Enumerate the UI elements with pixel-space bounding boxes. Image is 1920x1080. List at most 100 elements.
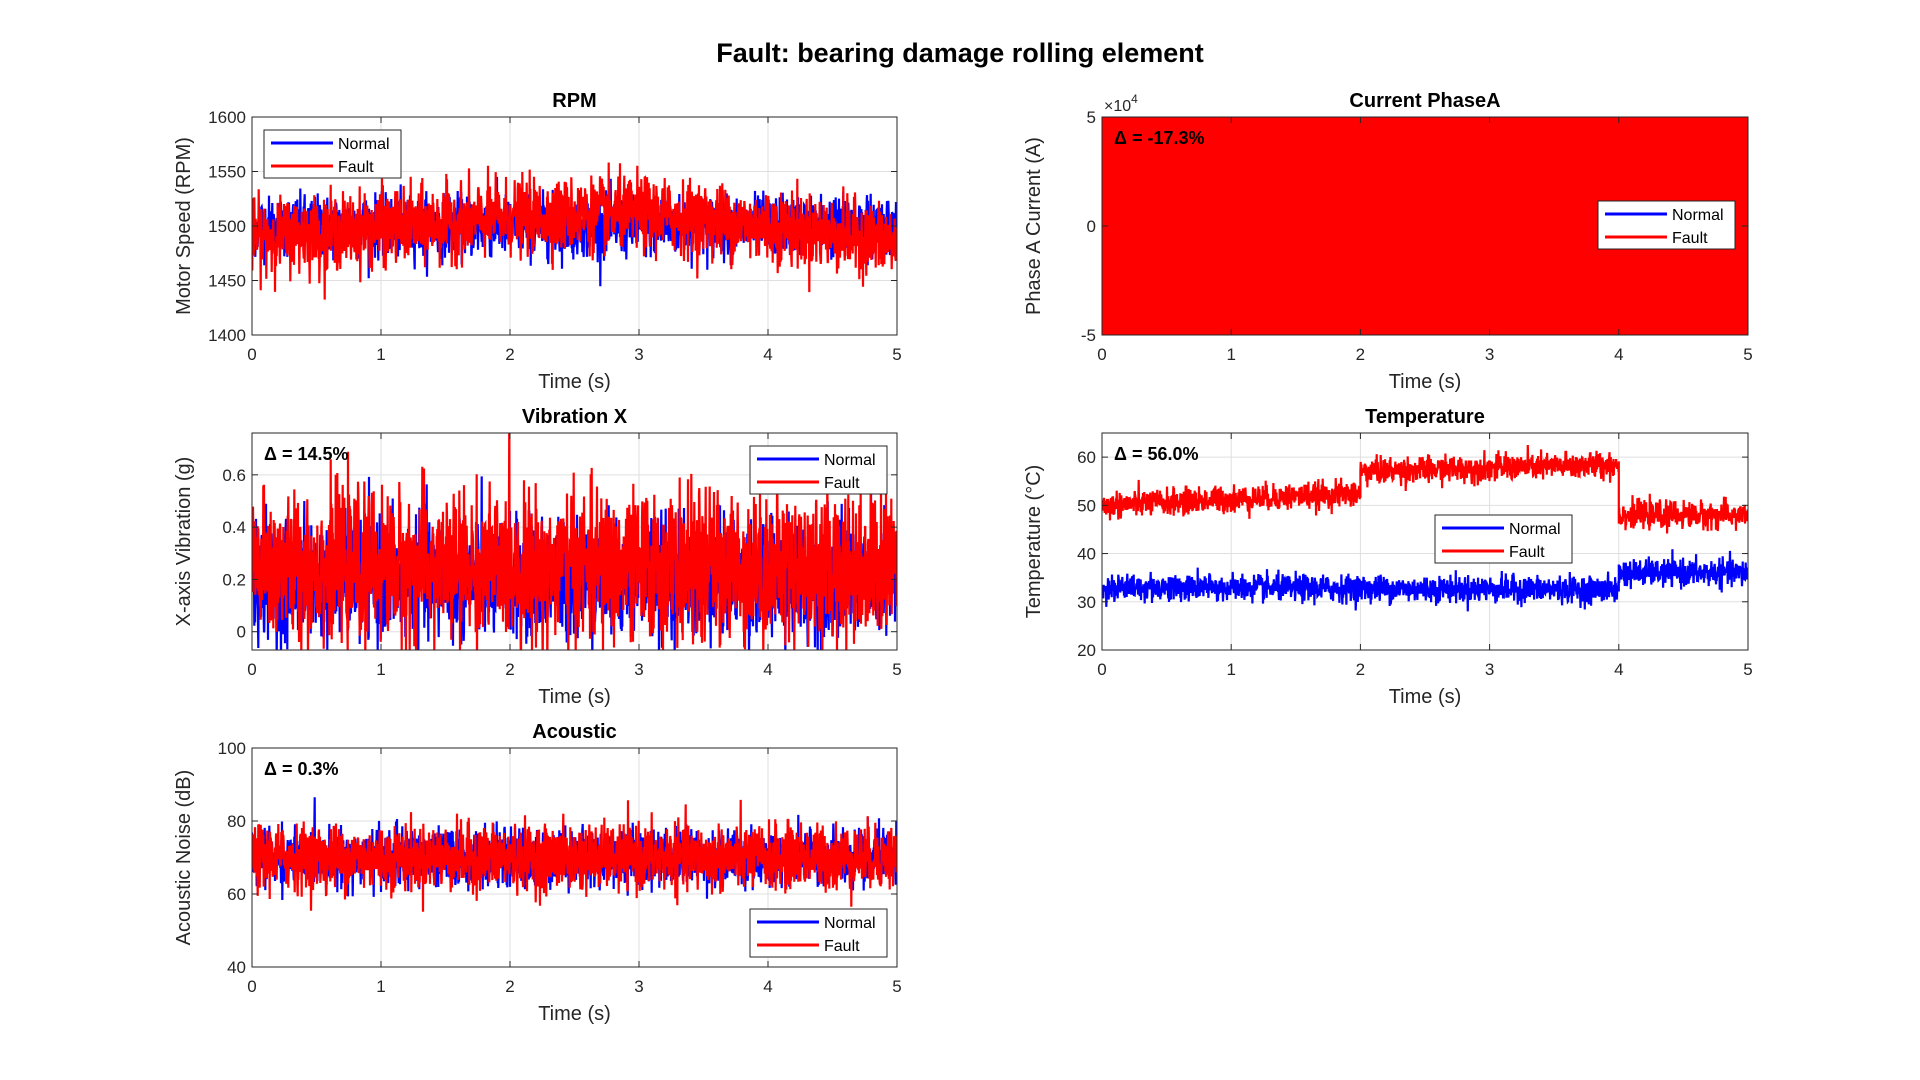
legend-label-fault: Fault [338, 159, 374, 176]
x-tick-label: 2 [505, 345, 514, 364]
legend: Normal Fault [263, 129, 402, 179]
x-tick-label: 0 [1097, 660, 1106, 679]
x-tick-label: 0 [247, 345, 256, 364]
legend-label-fault: Fault [824, 938, 860, 955]
y-tick-label: 60 [1077, 448, 1096, 467]
legend-label-normal: Normal [338, 136, 390, 153]
y-tick-label: 100 [218, 739, 246, 758]
panel-title: Temperature [1365, 406, 1485, 428]
legend-label-normal: Normal [1509, 521, 1561, 538]
x-tick-label: 0 [1097, 345, 1106, 364]
legend: Normal Fault [1597, 200, 1736, 250]
legend-label-normal: Normal [824, 915, 876, 932]
legend-box [1434, 514, 1573, 564]
y-tick-label: 0.6 [222, 466, 246, 485]
legend: Normal Fault [749, 908, 888, 958]
series-line-fault [252, 799, 897, 912]
series-line-fault [1102, 444, 1748, 534]
series-line-fault [1102, 117, 1748, 335]
x-tick-label: 3 [1485, 345, 1494, 364]
x-tick-label: 1 [376, 660, 385, 679]
series-line-normal [1102, 549, 1748, 612]
axes-box [1101, 432, 1749, 651]
y-tick-label: 1550 [208, 163, 246, 182]
x-tick-label: 4 [1614, 660, 1623, 679]
panel-title: Acoustic [532, 721, 616, 743]
x-tick-label: 1 [1226, 345, 1235, 364]
x-tick-label: 0 [247, 660, 256, 679]
legend-label-fault: Fault [1672, 230, 1708, 247]
panel-title: Current PhaseA [1349, 90, 1500, 112]
y-tick-label: 60 [227, 885, 246, 904]
y-axis-label: Motor Speed (RPM) [173, 137, 195, 315]
y-tick-label: -5 [1081, 326, 1096, 345]
y-tick-label: 40 [1077, 545, 1096, 564]
y-tick-label: 0 [1087, 217, 1096, 236]
chart-acoustic: 0 1 2 3 4 5 40 60 80 100 Acoustic Time (s) Acoustic … [173, 721, 902, 1025]
y-tick-label: 0.2 [222, 570, 246, 589]
x-tick-label: 2 [505, 660, 514, 679]
x-tick-label: 5 [1743, 345, 1752, 364]
y-tick-label: 0 [237, 623, 246, 642]
x-axis-label: Time (s) [1389, 371, 1462, 393]
x-tick-label: 5 [892, 345, 901, 364]
legend-box [749, 445, 888, 495]
y-tick-label: 5 [1087, 108, 1096, 127]
y-tick-label: 40 [227, 958, 246, 977]
y-tick-label: 1600 [208, 108, 246, 127]
x-tick-label: 2 [1356, 660, 1365, 679]
x-tick-label: 3 [634, 345, 643, 364]
y-tick-label: 1400 [208, 326, 246, 345]
legend-label-fault: Fault [1509, 544, 1545, 561]
x-axis-label: Time (s) [1389, 686, 1462, 708]
y-exponent-label: ×104 [1104, 92, 1138, 115]
chart-temp: 0 1 2 3 4 5 20 30 40 50 60 Temperature Time (s) Tempe… [1023, 406, 1753, 708]
x-tick-label: 5 [892, 660, 901, 679]
y-tick-label: 50 [1077, 496, 1096, 515]
legend-label-normal: Normal [1672, 207, 1724, 224]
y-axis-label: Acoustic Noise (dB) [173, 770, 195, 946]
delta-annotation: Δ = 56.0% [1114, 444, 1199, 464]
chart-vibx: 0 1 2 3 4 5 0 0.2 0.4 0.6 Vibration X Time (s) X-axi… [173, 406, 902, 708]
y-axis-label: X-axis Vibration (g) [173, 457, 195, 627]
y-tick-label: 30 [1077, 593, 1096, 612]
x-tick-label: 4 [763, 660, 772, 679]
legend-box [1597, 200, 1736, 250]
legend: Normal Fault [749, 445, 888, 495]
delta-annotation: Δ = 0.3% [264, 759, 338, 779]
axes-box [251, 747, 898, 968]
x-tick-label: 2 [505, 977, 514, 996]
y-tick-label: 1450 [208, 272, 246, 291]
x-tick-label: 3 [634, 977, 643, 996]
legend-label-fault: Fault [824, 475, 860, 492]
y-axis-label: Phase A Current (A) [1023, 137, 1045, 315]
y-tick-label: 80 [227, 812, 246, 831]
x-tick-label: 1 [376, 345, 385, 364]
x-tick-label: 2 [1356, 345, 1365, 364]
y-tick-label: 1500 [208, 217, 246, 236]
x-axis-label: Time (s) [538, 686, 611, 708]
series-line-fault [252, 162, 897, 300]
panel-title: Vibration X [522, 406, 628, 428]
x-tick-label: 4 [1614, 345, 1623, 364]
x-axis-label: Time (s) [538, 371, 611, 393]
x-tick-label: 3 [634, 660, 643, 679]
delta-annotation: Δ = -17.3% [1114, 128, 1204, 148]
delta-annotation: Δ = 14.5% [264, 444, 349, 464]
x-tick-label: 5 [892, 977, 901, 996]
x-tick-label: 3 [1485, 660, 1494, 679]
axes-box [251, 432, 898, 651]
y-axis-label: Temperature (°C) [1023, 465, 1045, 619]
x-tick-label: 4 [763, 977, 772, 996]
figure-title: Fault: bearing damage rolling element [716, 38, 1204, 68]
x-tick-label: 4 [763, 345, 772, 364]
legend-box [263, 129, 402, 179]
y-tick-label: 0.4 [222, 518, 246, 537]
x-tick-label: 0 [247, 977, 256, 996]
series-line-fault [252, 433, 897, 650]
legend-label-normal: Normal [824, 452, 876, 469]
x-tick-label: 1 [376, 977, 385, 996]
x-axis-label: Time (s) [538, 1003, 611, 1025]
legend: Normal Fault [1434, 514, 1573, 564]
